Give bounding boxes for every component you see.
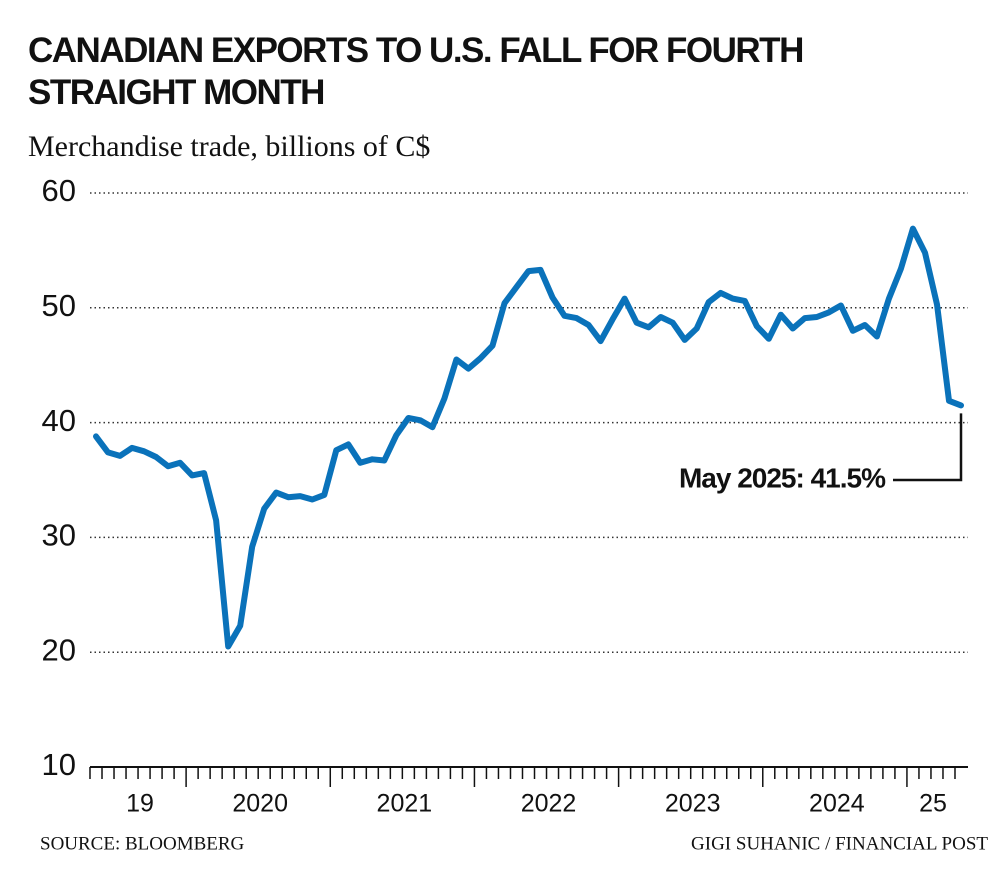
y-tick-label: 50 [42,288,76,323]
x-tick-label: 25 [919,790,947,818]
x-tick-label: 2023 [665,790,721,818]
data-line [93,225,964,650]
source: SOURCE: BLOOMBERG [40,833,245,854]
x-tick-label: 2021 [377,790,433,818]
chart-subtitle: Merchandise trade, billions of C$ [28,130,431,163]
chart-title: CANADIAN EXPORTS TO U.S. FALL FOR FOURTH… [28,31,804,112]
annotation-leader [893,413,963,482]
y-tick-label: 40 [42,403,76,438]
credit: GIGI SUHANIC / FINANCIAL POST [691,833,988,854]
x-tick-label: 2024 [809,790,865,818]
y-tick-label: 60 [42,173,76,208]
y-tick-label: 20 [42,632,76,667]
y-tick-label: 30 [42,518,76,553]
x-tick-label: 2020 [232,790,288,818]
x-tick-label: 2022 [521,790,577,818]
x-tick-label: 19 [126,790,154,818]
annotation: May 2025: 41.5% [679,462,886,493]
y-tick-label: 10 [42,747,76,782]
